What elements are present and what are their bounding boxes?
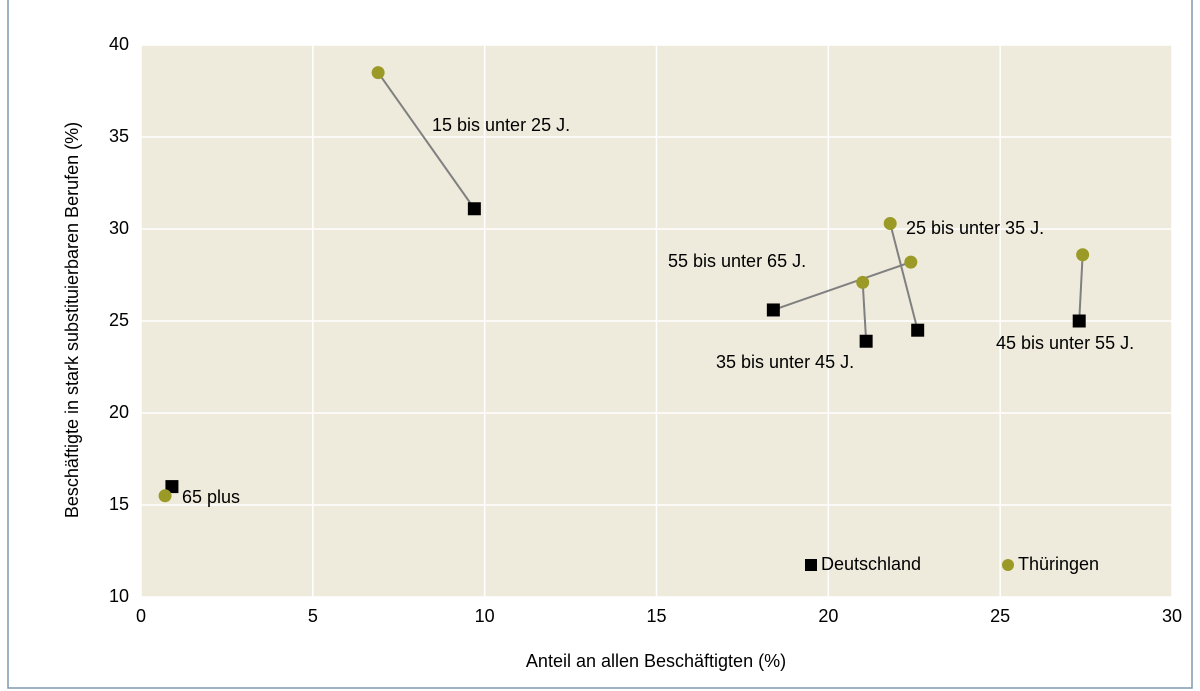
x-tick-label: 20 [818, 606, 838, 626]
marker-square [911, 323, 925, 337]
marker-circle [371, 66, 385, 80]
connector [1078, 254, 1084, 322]
marker-square [766, 303, 780, 317]
y-tick-label: 15 [109, 494, 129, 514]
x-axis-title: Anteil an allen Beschäftigten (%) [526, 651, 786, 671]
group-label: 65 plus [182, 487, 240, 507]
x-tick-label: 15 [646, 606, 666, 626]
marker-square [467, 202, 481, 216]
y-tick-label: 10 [109, 586, 129, 606]
legend-label: Deutschland [821, 554, 921, 574]
marker-circle [1002, 559, 1014, 571]
group-label: 45 bis unter 55 J. [996, 333, 1134, 353]
marker-square [805, 559, 817, 571]
marker-square [165, 480, 179, 494]
group-label: 35 bis unter 45 J. [716, 352, 854, 372]
y-axis-title: Beschäftigte in stark substituierbaren B… [62, 122, 82, 518]
connector [377, 72, 476, 210]
y-tick-label: 40 [109, 34, 129, 54]
y-tick-label: 30 [109, 218, 129, 238]
x-tick-label: 25 [990, 606, 1010, 626]
marker-circle [904, 255, 918, 269]
x-tick-label: 0 [136, 606, 146, 626]
marker-circle [158, 489, 172, 503]
y-tick-label: 25 [109, 310, 129, 330]
group-label: 15 bis unter 25 J. [432, 115, 570, 135]
x-tick-label: 10 [475, 606, 495, 626]
group-label: 55 bis unter 65 J. [668, 251, 806, 271]
x-tick-label: 30 [1162, 606, 1182, 626]
x-tick-label: 5 [308, 606, 318, 626]
marker-circle [1076, 248, 1090, 262]
connector [773, 261, 912, 311]
marker-square [1072, 314, 1086, 328]
connector [889, 223, 919, 331]
marker-circle [883, 216, 897, 230]
legend-label: Thüringen [1018, 554, 1099, 574]
connector [861, 282, 868, 342]
y-tick-label: 35 [109, 126, 129, 146]
marker-square [859, 334, 873, 348]
y-tick-label: 20 [109, 402, 129, 422]
group-label: 25 bis unter 35 J. [906, 218, 1044, 238]
marker-circle [856, 275, 870, 289]
